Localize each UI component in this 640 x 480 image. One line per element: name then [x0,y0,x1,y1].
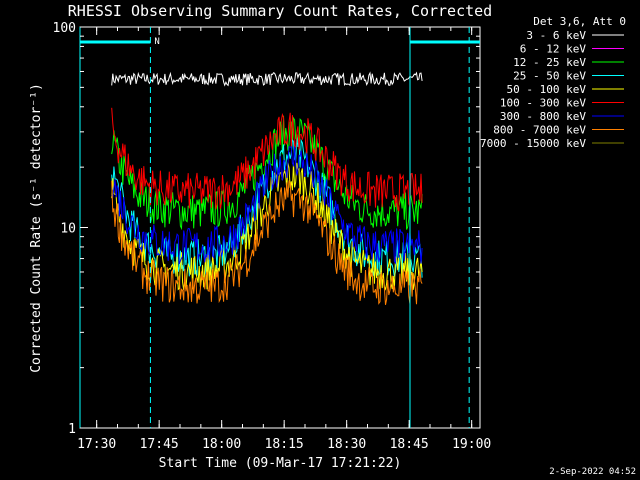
x-tick-label: 18:00 [202,437,241,452]
y-tick-label: 1 [68,422,76,437]
saa-marker-label: N [154,37,159,47]
series-line-4 [111,162,423,291]
tick-layer: 17:30 17:45 18:00 18:15 18:30 18:45 19:00 1 10 10… [53,21,492,452]
legend-label: 3 - 6 keV [526,29,586,42]
legend-label: 50 - 100 keV [507,83,587,96]
legend-label: 7000 - 15000 keV [480,137,586,150]
legend-label: 800 - 7000 keV [493,124,586,137]
chart-title: RHESSI Observing Summary Count Rates, Co… [68,2,492,20]
series-line-5 [111,107,423,212]
series-line-6 [111,145,423,265]
legend-label: 300 - 800 keV [500,110,586,123]
y-tick-label: 10 [60,222,76,237]
x-tick-label: 19:00 [452,437,491,452]
series-line-0 [111,71,423,87]
series-line-2 [111,115,423,231]
x-axis-label: Start Time (09-Mar-17 17:21:22) [159,456,402,471]
series-layer [111,71,423,305]
legend-header: Det 3,6, Att 0 [533,15,626,28]
x-tick-label: 17:45 [140,437,179,452]
x-tick-label: 18:15 [265,437,304,452]
x-tick-label: 18:45 [390,437,429,452]
generation-timestamp: 2-Sep-2022 04:52 [549,467,636,477]
legend-label: 100 - 300 keV [500,97,586,110]
legend-label: 25 - 50 keV [513,70,586,83]
plot-frame [79,26,481,429]
x-tick-label: 18:30 [327,437,366,452]
y-tick-label: 100 [53,21,76,36]
y-axis-label: Corrected Count Rate (s⁻¹ detector⁻¹) [29,83,44,373]
legend-label: 6 - 12 keV [520,43,587,56]
x-tick-label: 17:30 [77,437,116,452]
marker-layer: N [79,27,480,428]
series-line-7 [111,180,423,305]
legend-label: 12 - 25 keV [513,56,586,69]
